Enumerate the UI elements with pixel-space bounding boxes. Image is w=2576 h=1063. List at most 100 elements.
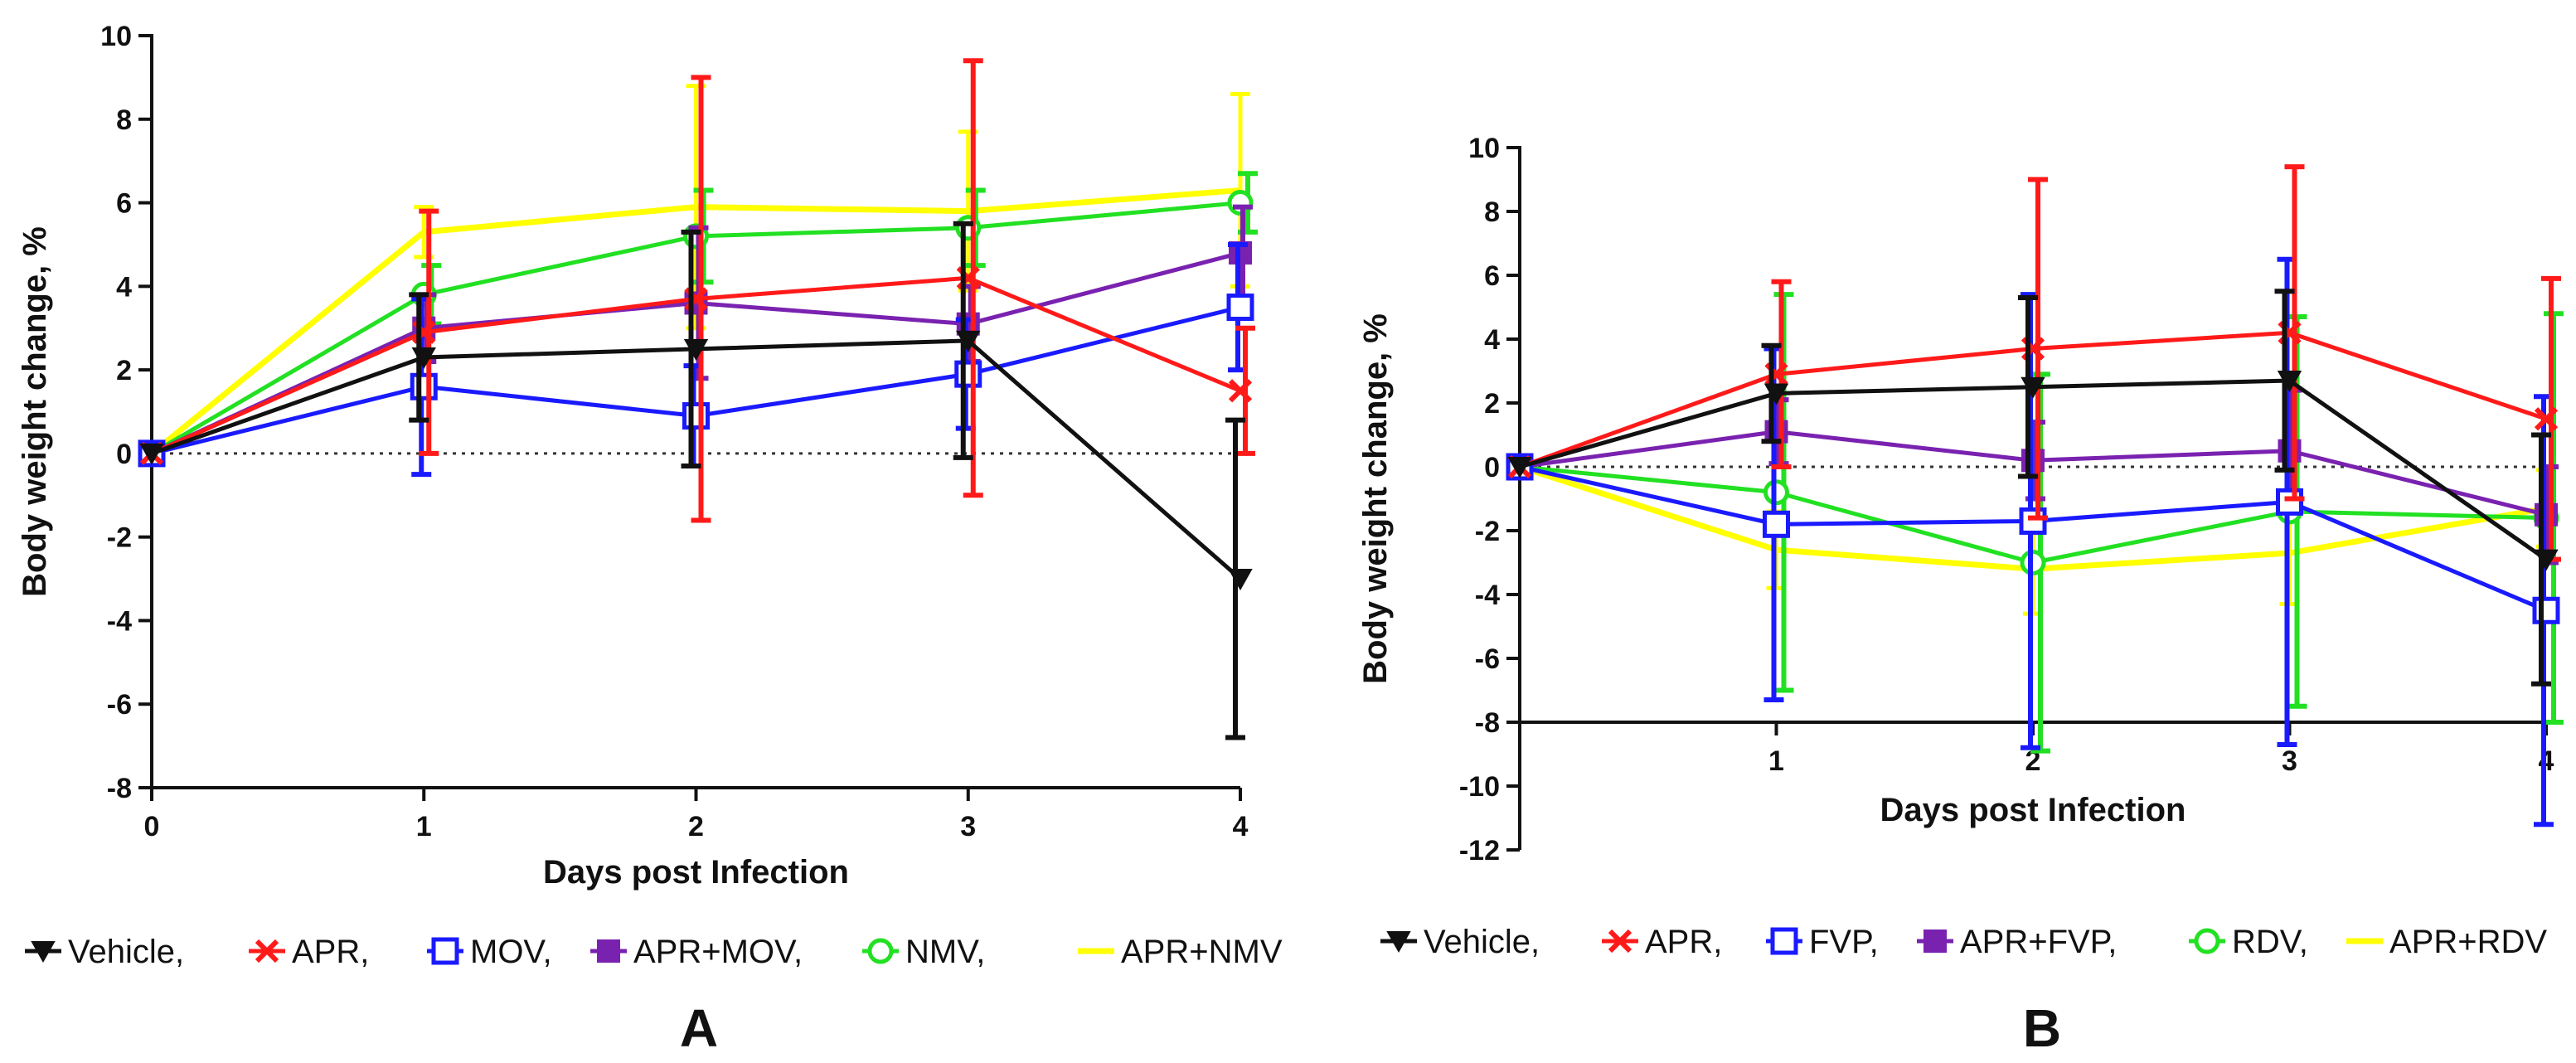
legend-item: APR, (1602, 924, 1722, 960)
x-tick-label: 4 (2539, 745, 2554, 777)
data-point (2019, 507, 2047, 535)
legend-item: RDV, (2189, 924, 2308, 960)
legend: Vehicle, APR, FVP, APR+FVP, RDV, APR+RDV (1380, 924, 2547, 960)
legend-label: Vehicle, (68, 934, 184, 970)
legend-swatch-marker (1924, 930, 1947, 953)
legend-item: APR+FVP, (1917, 924, 2117, 960)
y-tick-label: -6 (1475, 643, 1500, 675)
y-tick-label: -2 (1475, 516, 1500, 547)
data-point (2532, 596, 2560, 624)
y-tick-label: 6 (116, 188, 132, 220)
data-point (1507, 457, 1532, 479)
data-point (1228, 569, 1253, 591)
legend-item: Vehicle, (25, 934, 184, 970)
x-axis-title: Days post Infection (543, 854, 849, 891)
legend-label: APR+RDV (2389, 924, 2547, 960)
y-tick-label: 0 (116, 439, 132, 470)
data-point (1763, 383, 1789, 405)
legend-label: FVP, (1809, 924, 1879, 960)
legend-swatch-marker (867, 938, 894, 964)
y-tick-label: 2 (116, 355, 132, 386)
legend-item: Vehicle, (1380, 924, 1540, 960)
y-axis-title: Body weight change, % (1357, 313, 1394, 684)
axes: -8 -6 -4 -2 0 2 4 6 8 10 0 1 2 3 4 (100, 21, 1248, 842)
legend-label: NMV, (905, 934, 985, 970)
data-point (956, 330, 981, 352)
legend-label: RDV, (2232, 924, 2308, 960)
legend-swatch-marker (597, 939, 620, 963)
legend-label: APR+MOV, (633, 934, 803, 970)
legend: Vehicle, APR, MOV, APR+MOV, NMV, APR+NMV (25, 934, 1283, 970)
data-point (139, 443, 164, 465)
series-apr (1507, 164, 2561, 562)
data-point (1226, 294, 1254, 322)
data-point (955, 215, 982, 241)
legend-swatch-marker (1608, 929, 1632, 954)
legend-label: APR+FVP, (1960, 924, 2117, 960)
data-point (411, 347, 436, 370)
legend-item: NMV, (862, 934, 985, 970)
series-vehicle (139, 221, 1253, 740)
x-tick-label: 1 (1768, 745, 1784, 777)
panel-letter: B (2023, 998, 2061, 1058)
y-tick-label: 8 (1484, 197, 1500, 228)
plot-area (138, 58, 1258, 740)
legend-label: APR, (292, 934, 369, 970)
panel-letter: A (680, 998, 718, 1058)
y-tick-label: -10 (1459, 771, 1500, 803)
y-tick-label: 4 (1484, 324, 1500, 356)
y-tick-label: -12 (1459, 835, 1500, 866)
data-point (1763, 510, 1790, 538)
y-tick-label: 2 (1484, 388, 1500, 420)
y-tick-label: -2 (107, 522, 132, 554)
legend-label: Vehicle, (1424, 924, 1540, 960)
data-point (2277, 371, 2302, 393)
legend-item: APR+NMV (1078, 934, 1283, 970)
series-vehicle (1507, 289, 2559, 687)
data-point (1228, 379, 1253, 403)
legend-swatch-marker (1386, 931, 1411, 954)
y-tick-label: 8 (116, 104, 132, 136)
legend-swatch-marker (31, 941, 56, 963)
legend-swatch-marker (431, 937, 459, 965)
y-tick-label: -4 (1475, 580, 1500, 611)
legend-item: APR+RDV (2346, 924, 2547, 960)
y-tick-label: 10 (100, 21, 132, 52)
chart-a: -8 -6 -4 -2 0 2 4 6 8 10 0 1 2 3 4 Days post Infection B… (17, 21, 1283, 1058)
chart-b: -12-10-8-6-4-202468101234Days post Infec… (1357, 133, 2564, 1058)
data-point (2534, 549, 2559, 571)
y-tick-label: 4 (116, 271, 132, 303)
legend-item: APR, (249, 934, 369, 970)
y-tick-label: -8 (1475, 707, 1500, 739)
y-tick-label: 10 (1468, 133, 1500, 164)
series-fvp (1506, 256, 2560, 828)
y-tick-label: 6 (1484, 260, 1500, 292)
data-point (2276, 488, 2303, 516)
y-tick-label: -4 (107, 605, 132, 637)
plot-area (1506, 164, 2564, 828)
legend-item: MOV, (427, 934, 552, 970)
legend-item: FVP, (1766, 924, 1879, 960)
x-axis-title: Days post Infection (1880, 792, 2186, 828)
data-point (2021, 376, 2045, 399)
legend-label: APR+NMV (1121, 934, 1283, 970)
data-point (682, 402, 710, 430)
legend-swatch-marker (1770, 927, 1798, 955)
y-tick-label: -6 (107, 689, 132, 721)
x-tick-label: 4 (1233, 811, 1249, 842)
data-point (410, 372, 438, 400)
legend-label: MOV, (470, 934, 552, 970)
y-axis-title: Body weight change, % (17, 226, 53, 597)
data-point (954, 360, 982, 388)
y-tick-label: 0 (1484, 452, 1500, 483)
series-mov (138, 241, 1254, 478)
legend-item: APR+MOV, (590, 934, 803, 970)
x-tick-label: 3 (2282, 745, 2297, 777)
x-tick-label: 2 (688, 811, 704, 842)
data-point (2534, 407, 2559, 431)
data-point (683, 338, 709, 361)
series-line (149, 187, 1241, 456)
legend-swatch-marker (255, 939, 279, 963)
y-tick-label: -8 (107, 773, 132, 804)
